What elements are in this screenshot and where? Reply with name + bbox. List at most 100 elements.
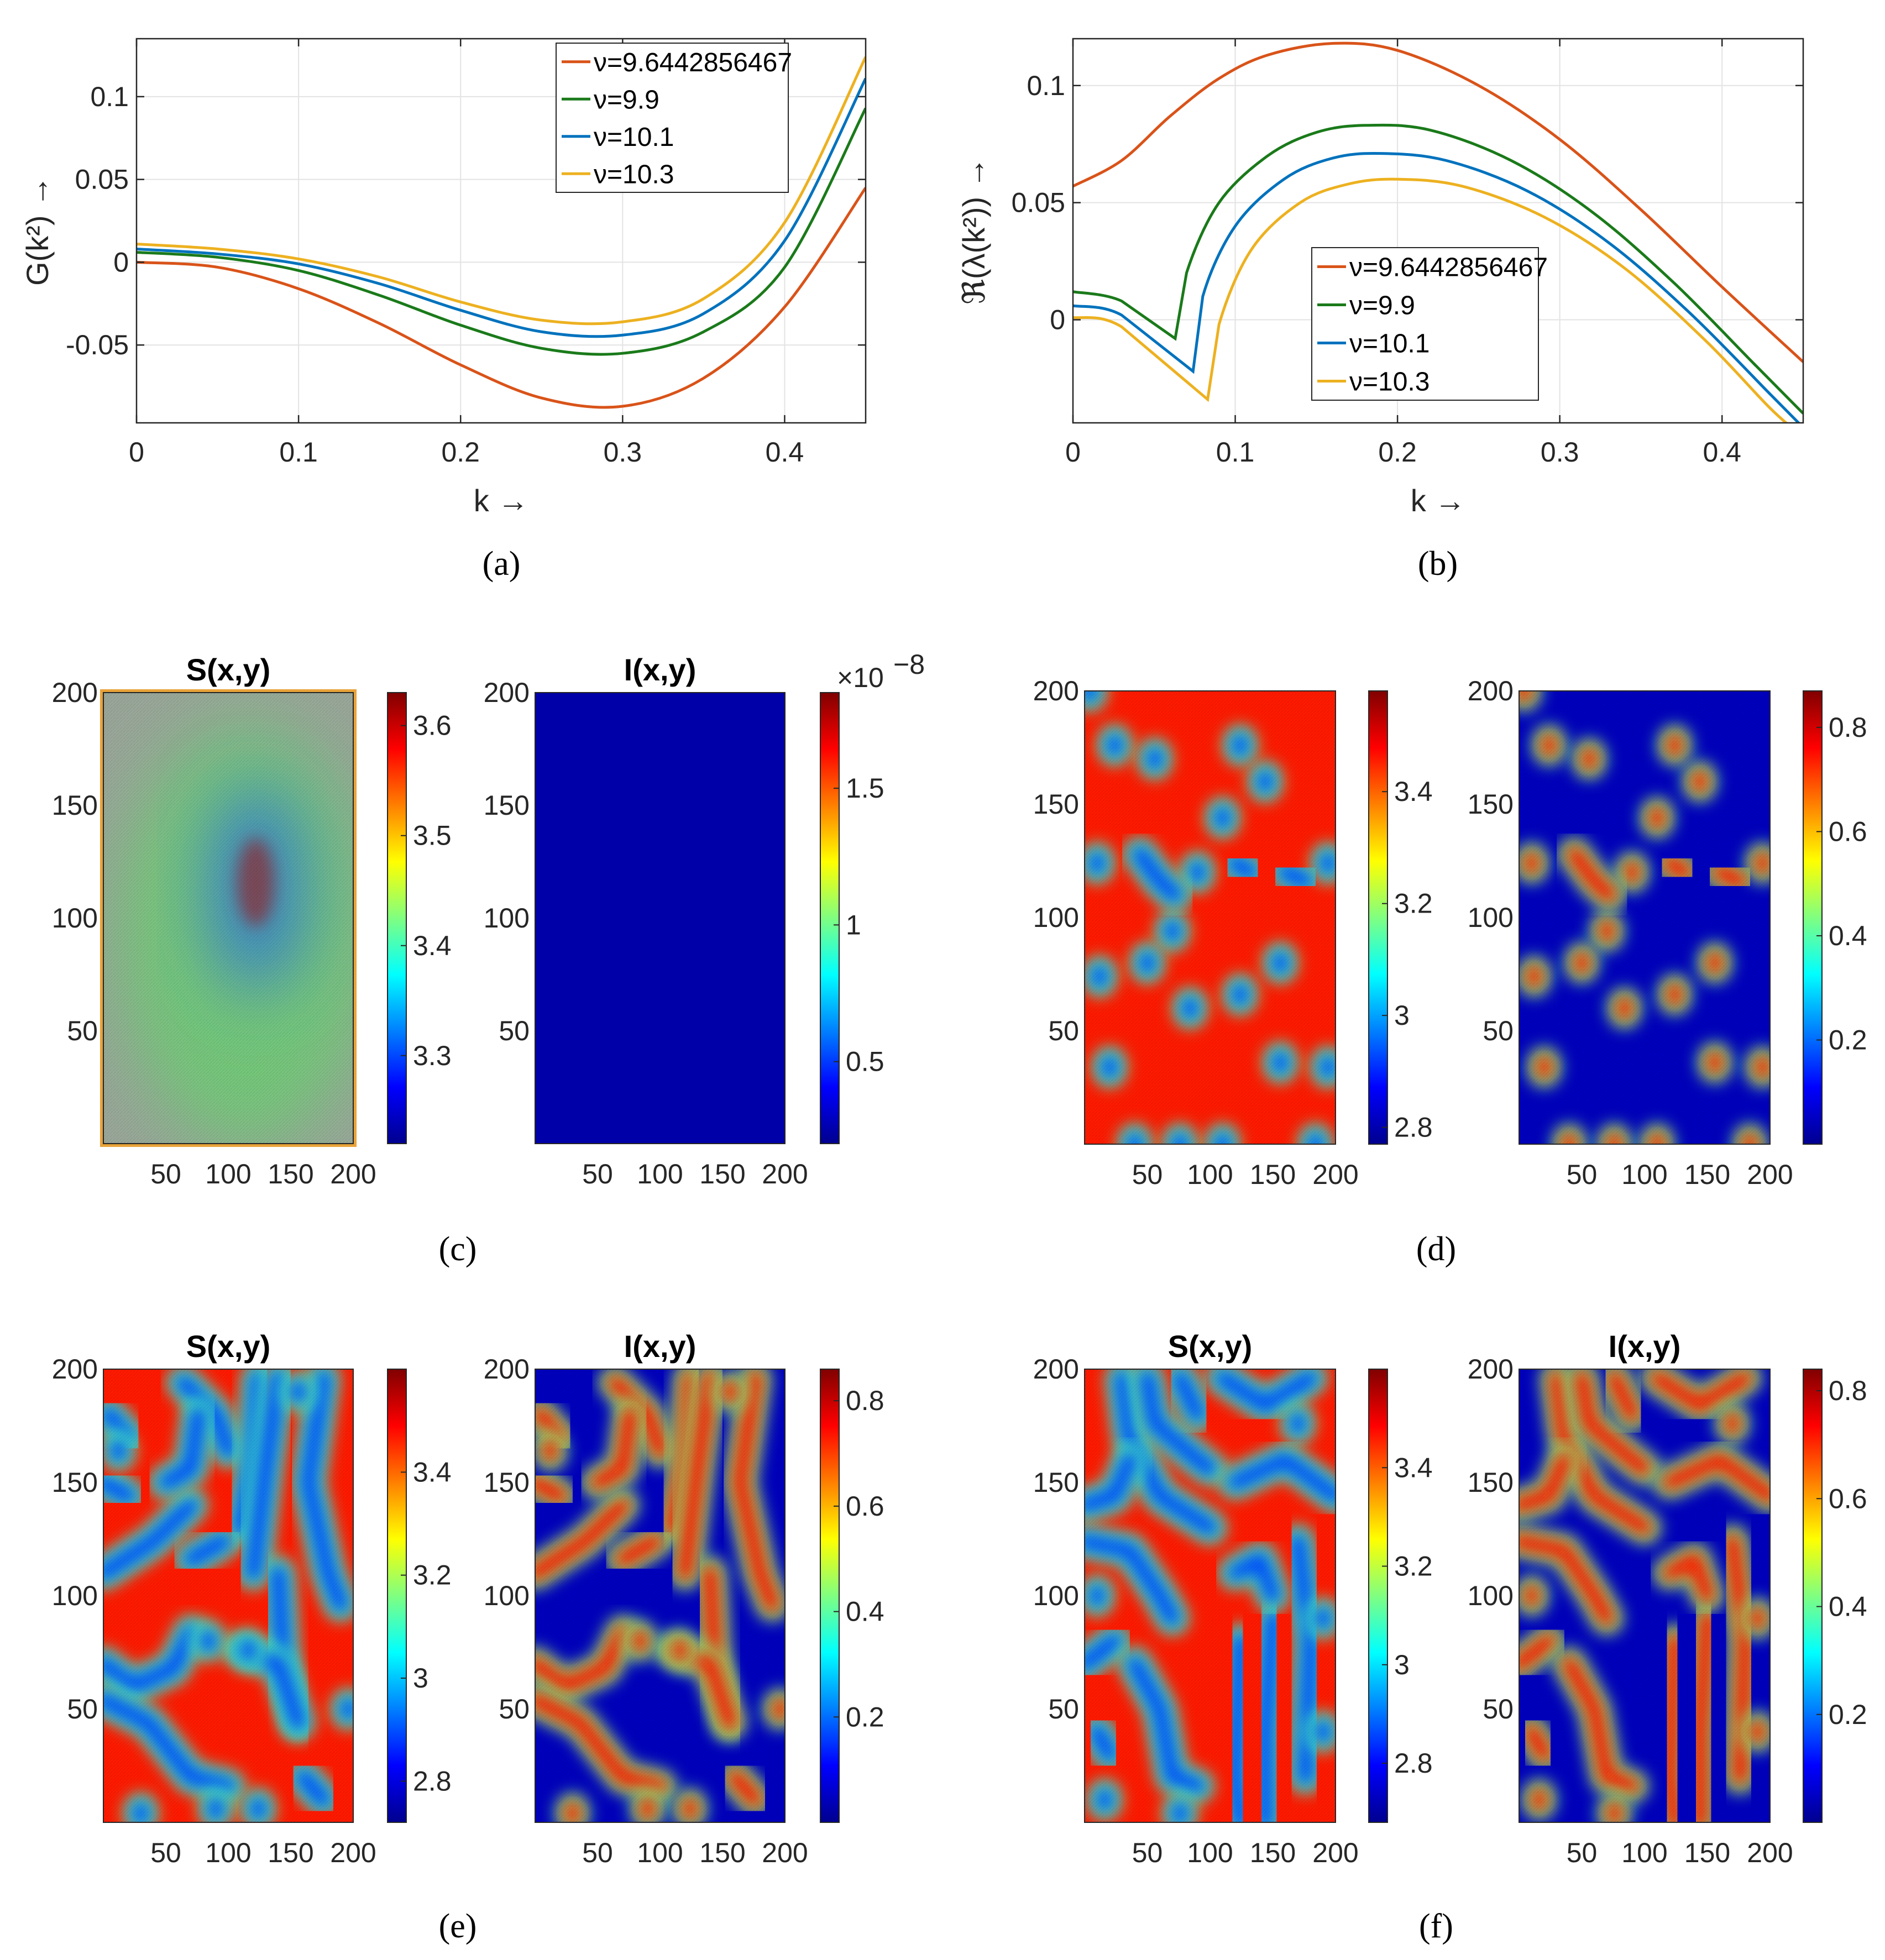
x-tick-label: 200 xyxy=(1747,1837,1793,1868)
x-tick-label: 200 xyxy=(1747,1159,1793,1190)
heatmap-frame xyxy=(1519,1369,1771,1823)
heatmap-title: S(x,y) xyxy=(186,1329,271,1364)
colorbar xyxy=(820,1369,840,1823)
colorbar-tick-label: 3 xyxy=(1394,1000,1410,1031)
y-tick-label: 0 xyxy=(1050,305,1065,336)
x-tick-label: 150 xyxy=(699,1837,745,1868)
y-tick-label: 50 xyxy=(1048,1015,1079,1046)
colorbar xyxy=(1368,1369,1388,1823)
x-tick-label: 150 xyxy=(1684,1837,1730,1868)
y-tick-label: -0.05 xyxy=(66,329,129,360)
x-tick-label: 200 xyxy=(330,1159,376,1189)
x-tick-label: 100 xyxy=(1621,1159,1667,1190)
series-line-3 xyxy=(137,56,866,326)
series-line-0 xyxy=(137,187,866,409)
colorbar-tick-label: 0.8 xyxy=(1829,1375,1867,1406)
legend-box xyxy=(1311,247,1539,401)
colorbar-tick-label: 0.6 xyxy=(846,1491,884,1522)
panel-label-f: (f) xyxy=(1419,1907,1453,1945)
x-tick-label: 50 xyxy=(582,1159,613,1189)
colorbar-tick-label: 3.4 xyxy=(1394,776,1433,807)
colorbar-tick-label: 0.2 xyxy=(846,1701,884,1732)
heatmap-title: S(x,y) xyxy=(1168,1329,1253,1364)
x-tick-label: 100 xyxy=(205,1159,251,1189)
colorbar-tick-label: 1.5 xyxy=(846,773,884,804)
colorbar-tick-label: 3.2 xyxy=(1394,1551,1433,1582)
panel-label-d: (d) xyxy=(1416,1230,1456,1268)
y-tick-label: 200 xyxy=(1033,675,1079,706)
panel-label-e: (e) xyxy=(439,1907,477,1945)
x-tick-label: 100 xyxy=(1621,1837,1667,1868)
colorbar-tick-label: 3.5 xyxy=(413,820,452,851)
colorbar-tick-label: 0.2 xyxy=(1829,1699,1867,1730)
legend-entry: ν=10.3 xyxy=(594,160,674,189)
y-tick-label: 150 xyxy=(484,1467,530,1498)
x-tick-label: 0 xyxy=(1065,437,1081,468)
y-tick-label: 50 xyxy=(1483,1015,1514,1046)
chart-c: 50 100 150 20050100150200S(x,y)3.63.53.43.3… xyxy=(52,649,925,1268)
heatmap-frame xyxy=(535,692,786,1144)
y-axis-label: G(k²) → xyxy=(20,176,55,286)
y-tick-label: 100 xyxy=(1033,1580,1079,1611)
legend-entry: ν=9.9 xyxy=(1349,291,1415,321)
series-line-2 xyxy=(137,77,866,338)
x-tick-label: 0.1 xyxy=(1216,437,1255,468)
x-tick-label: 150 xyxy=(268,1837,313,1868)
heatmap-texture xyxy=(535,1369,785,1822)
y-tick-label: 50 xyxy=(499,1694,530,1725)
x-tick-label: 100 xyxy=(205,1837,251,1868)
x-tick-label: 0.1 xyxy=(279,437,318,468)
colorbar-tick-label: 3.3 xyxy=(413,1040,452,1071)
heatmap-texture xyxy=(1085,691,1336,1144)
heatmap-frame xyxy=(1519,690,1771,1145)
series-line-2 xyxy=(1073,152,1801,423)
x-tick-label: 50 xyxy=(1132,1837,1163,1868)
x-tick-label: 0.4 xyxy=(766,437,804,468)
y-tick-label: 200 xyxy=(484,677,530,708)
I-heatmap: 50 100 150 200 50 100 150 200 I(x,y) 0.8 0.6 0.4 0.2 xyxy=(484,1329,884,1868)
y-tick-label: 50 xyxy=(67,1015,98,1046)
x-axis-label: k → xyxy=(474,483,529,518)
panel-label-c: (c) xyxy=(439,1230,477,1268)
colorbar-tick-label: 3.6 xyxy=(413,710,452,741)
legend-entry: ν=10.1 xyxy=(1349,329,1430,359)
colorbar xyxy=(1803,690,1823,1145)
chart-f: 50 100 150 20050100150200S(x,y)3.43.232.850… xyxy=(1033,1329,1867,1945)
colorbar-tick-label: 3.4 xyxy=(1394,1452,1433,1483)
panel-label-a: (a) xyxy=(483,545,521,583)
y-axis-label: ℜ(λ(k²)) → xyxy=(956,157,991,304)
x-tick-label: 200 xyxy=(330,1837,376,1868)
x-tick-label: 50 xyxy=(150,1159,181,1189)
legend-entry: ν=9.6442856467 xyxy=(1349,253,1548,282)
heatmap-frame xyxy=(1084,1369,1336,1823)
colorbar xyxy=(820,692,840,1144)
colorbar-tick-label: 3 xyxy=(1394,1649,1410,1680)
S-heatmap: 50 100 150 200 50 100 150 200 3.4 3.2 3 2.8 xyxy=(1033,675,1433,1190)
y-tick-label: 100 xyxy=(52,1580,98,1611)
axes-box xyxy=(1072,38,1804,424)
colorbar-exponent-power: −8 xyxy=(893,649,925,680)
legend-box xyxy=(556,43,789,193)
colorbar-tick-label: 0.8 xyxy=(1829,712,1867,743)
heatmap-frame xyxy=(103,692,354,1144)
y-tick-label: 150 xyxy=(1468,1467,1514,1498)
colorbar-exponent: ×10 xyxy=(837,662,884,693)
x-tick-label: 100 xyxy=(637,1837,683,1868)
series-line-1 xyxy=(1073,123,1803,415)
colorbar-tick-label: 0.4 xyxy=(1829,920,1867,951)
colorbar-tick-label: 0.8 xyxy=(846,1385,884,1416)
colorbar-tick-label: 0.2 xyxy=(1829,1024,1867,1055)
y-tick-label: 200 xyxy=(1033,1354,1079,1385)
x-tick-label: 0.4 xyxy=(1703,437,1741,468)
colorbar-tick-label: 0.6 xyxy=(1829,816,1867,847)
x-tick-label: 50 xyxy=(1132,1159,1163,1190)
y-tick-label: 0.1 xyxy=(90,81,129,112)
y-tick-label: 200 xyxy=(52,677,98,708)
y-tick-label: 100 xyxy=(484,903,530,934)
y-tick-label: 100 xyxy=(1033,902,1079,933)
colorbar-tick-label: 0.6 xyxy=(1829,1483,1867,1514)
y-tick-label: 0.1 xyxy=(1027,70,1065,101)
y-tick-label: 100 xyxy=(52,903,98,934)
colorbar-tick-label: 3.4 xyxy=(413,930,452,961)
